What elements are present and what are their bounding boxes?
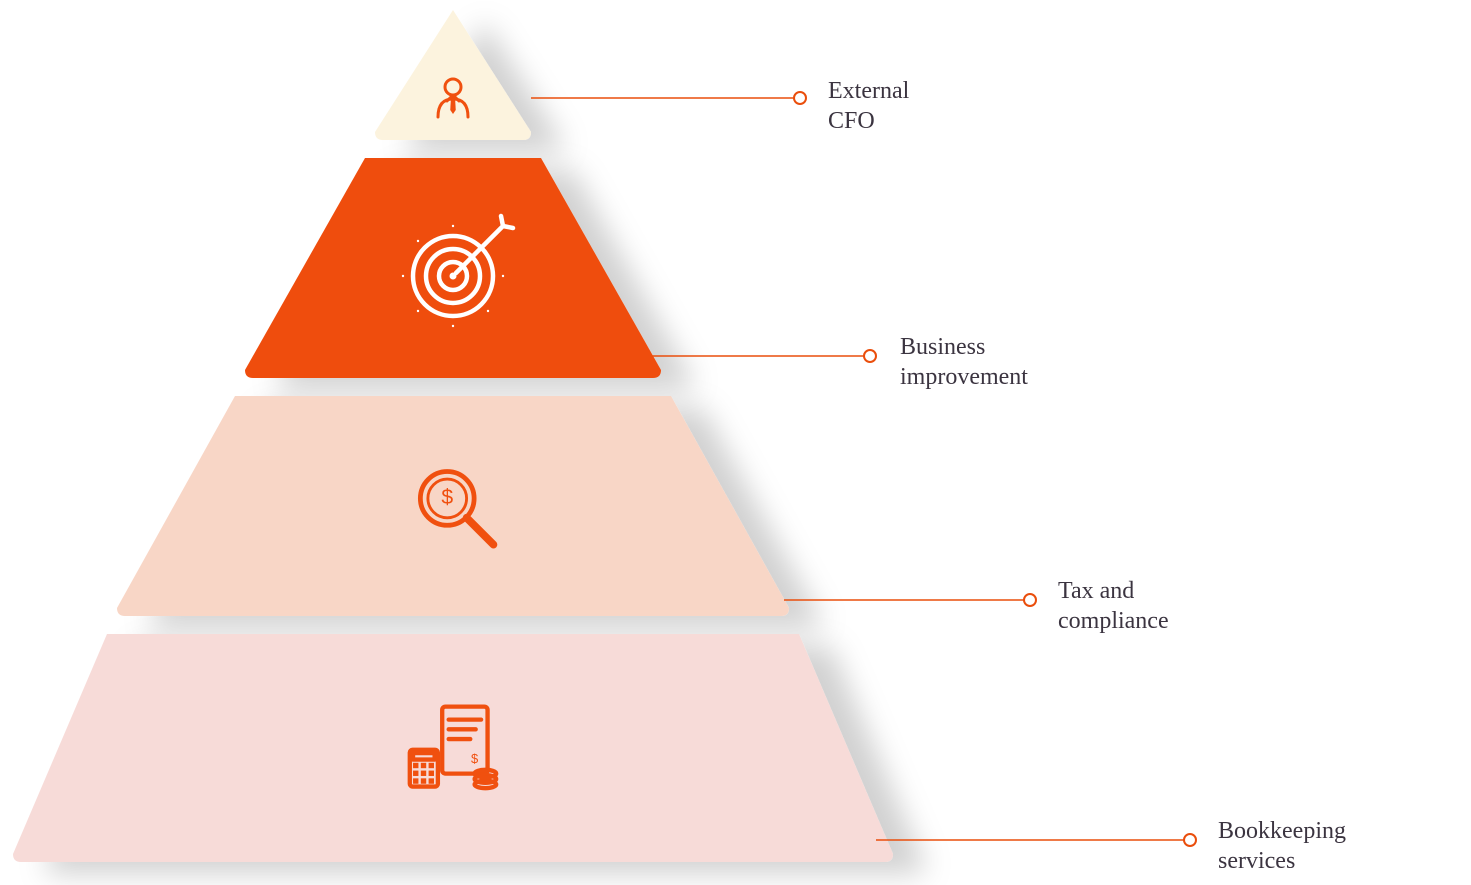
- connector-marker-2: [864, 350, 876, 362]
- tier-label-3: Tax andcompliance: [1058, 576, 1169, 636]
- pyramid-tier-4: [13, 634, 893, 862]
- connector-marker-3: [1024, 594, 1036, 606]
- pyramid-tier-2: [245, 158, 661, 378]
- tier-label-2: Businessimprovement: [900, 332, 1028, 392]
- tier-label-line2: services: [1218, 846, 1346, 876]
- tier-label-line2: compliance: [1058, 606, 1169, 636]
- pyramid-tier-1: [375, 10, 531, 140]
- tier-label-line1: Business: [900, 332, 1028, 362]
- tier-label-line2: improvement: [900, 362, 1028, 392]
- tier-label-line1: Bookkeeping: [1218, 816, 1346, 846]
- svg-text:$: $: [471, 751, 478, 766]
- pyramid-diagram: $$ExternalCFOBusinessimprovementTax andc…: [0, 0, 1471, 885]
- tier-label-1: ExternalCFO: [828, 76, 909, 136]
- tier-label-4: Bookkeepingservices: [1218, 816, 1346, 876]
- tier-label-line1: Tax and: [1058, 576, 1169, 606]
- connector-marker-4: [1184, 834, 1196, 846]
- pyramid-svg: $$: [0, 0, 1471, 885]
- connector-marker-1: [794, 92, 806, 104]
- svg-text:$: $: [441, 486, 453, 509]
- tier-label-line1: External: [828, 76, 909, 106]
- tier-label-line2: CFO: [828, 106, 909, 136]
